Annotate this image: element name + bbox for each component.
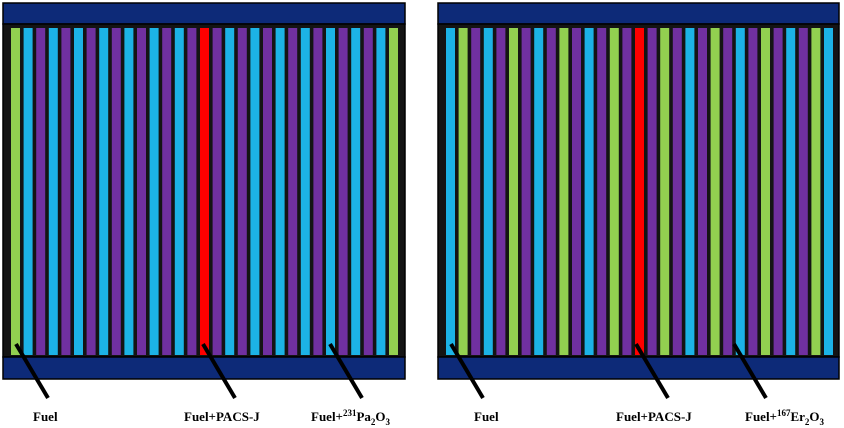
- right-rod-fuel: [710, 28, 720, 355]
- right-absorber-arrow: [732, 342, 768, 400]
- left-rod-absorber: [313, 28, 323, 355]
- right-rod-absorber: [622, 28, 632, 355]
- left-fuel-arrow: [14, 342, 50, 400]
- right-pacs-arrow: [634, 342, 670, 400]
- right-rod-absorber: [546, 28, 556, 355]
- right-rod-absorber: [798, 28, 808, 355]
- right-fuel-label: Fuel: [474, 409, 499, 424]
- right-rod-water: [685, 28, 695, 355]
- left-rod-absorber: [363, 28, 373, 355]
- left-rods-group: [11, 28, 398, 355]
- right-rod-absorber: [496, 28, 506, 355]
- left-rod-absorber: [111, 28, 121, 355]
- left-rod-water: [300, 28, 310, 355]
- right-rod-fuel: [559, 28, 569, 355]
- left-rod-absorber: [61, 28, 71, 355]
- right-rod-fuel: [761, 28, 770, 355]
- left-rod-water: [74, 28, 83, 355]
- left-rod-water: [124, 28, 134, 355]
- left-rod-water: [351, 28, 361, 355]
- right-rod-fuel: [609, 28, 619, 355]
- right-rod-water: [584, 28, 594, 355]
- right-rod-absorber: [647, 28, 657, 355]
- left-rod-water: [149, 28, 159, 355]
- left-rod-water: [99, 28, 109, 355]
- right-rod-water: [483, 28, 493, 355]
- left-rod-water: [225, 28, 235, 355]
- left-bottom-end-plate: [2, 356, 406, 380]
- left-rod-absorber: [187, 28, 197, 355]
- right-rod-water: [824, 28, 833, 355]
- left-rod-fuel: [11, 28, 20, 355]
- left-rod-pacs: [200, 28, 209, 355]
- left-absorber-arrow: [328, 342, 364, 400]
- left-rod-fuel: [389, 28, 398, 355]
- right-assembly-panel: Fuel Fuel+PACS-J Fuel+167Er2O3: [437, 2, 840, 427]
- left-rod-absorber: [137, 28, 146, 355]
- right-rod-absorber: [773, 28, 783, 355]
- right-absorber-label: Fuel+167Er2O3: [745, 408, 825, 427]
- right-rod-absorber: [748, 28, 758, 355]
- right-rod-absorber: [723, 28, 733, 355]
- right-rod-absorber: [698, 28, 707, 355]
- left-fuel-label: Fuel: [33, 409, 58, 424]
- right-rod-fuel: [509, 28, 518, 355]
- right-rod-pacs: [635, 28, 644, 355]
- left-rod-absorber: [162, 28, 172, 355]
- left-rod-absorber: [263, 28, 272, 355]
- left-rod-water: [48, 28, 58, 355]
- right-rod-absorber: [471, 28, 481, 355]
- left-absorber-label: Fuel+231Pa2O3: [311, 408, 391, 427]
- right-rod-fuel: [660, 28, 670, 355]
- left-rod-absorber: [212, 28, 222, 355]
- right-rod-fuel: [811, 28, 821, 355]
- left-rod-absorber: [86, 28, 96, 355]
- left-rod-absorber: [36, 28, 46, 355]
- left-rod-water: [326, 28, 335, 355]
- left-rod-water: [250, 28, 260, 355]
- right-pacs-label: Fuel+PACS-J: [616, 409, 692, 424]
- right-rod-water: [735, 28, 745, 355]
- right-rod-water: [786, 28, 796, 355]
- right-bottom-end-plate: [437, 356, 840, 380]
- left-rod-absorber: [288, 28, 298, 355]
- right-top-end-plate: [437, 2, 840, 25]
- left-rod-water: [23, 28, 33, 355]
- left-pacs-label: Fuel+PACS-J: [184, 409, 260, 424]
- right-rod-absorber: [597, 28, 607, 355]
- left-pacs-arrow: [201, 342, 237, 400]
- right-rod-absorber: [572, 28, 581, 355]
- right-rod-absorber: [521, 28, 531, 355]
- left-rod-water: [275, 28, 285, 355]
- right-rod-water: [446, 28, 455, 355]
- right-rod-fuel: [458, 28, 468, 355]
- left-rod-water: [376, 28, 386, 355]
- left-rod-absorber: [338, 28, 348, 355]
- left-top-end-plate: [2, 2, 406, 25]
- left-rod-absorber: [237, 28, 247, 355]
- left-rod-water: [174, 28, 184, 355]
- right-rod-water: [534, 28, 544, 355]
- right-rods-group: [446, 28, 833, 355]
- left-assembly-panel: Fuel Fuel+PACS-J Fuel+231Pa2O3: [2, 2, 406, 427]
- right-rod-absorber: [672, 28, 682, 355]
- right-fuel-arrow: [449, 342, 485, 400]
